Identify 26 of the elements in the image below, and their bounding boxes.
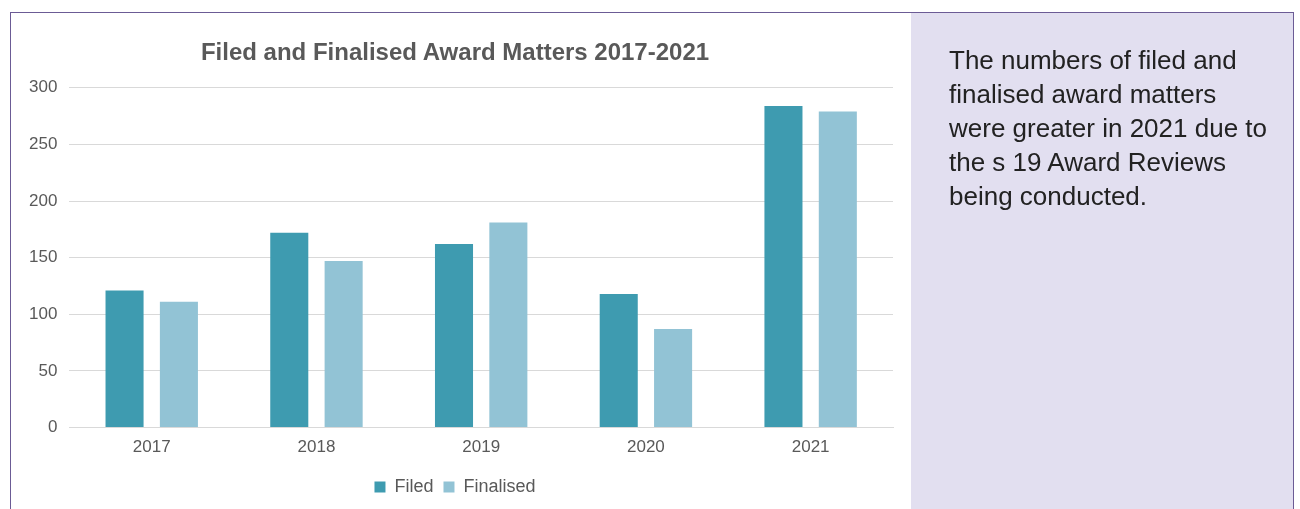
y-tick-label: 250 (28, 134, 58, 154)
bar (489, 222, 528, 428)
x-tick-label: 2017 (132, 437, 171, 457)
bar (270, 232, 309, 428)
bar (654, 329, 693, 428)
bar (159, 301, 198, 428)
legend-label: Finalised (463, 475, 536, 496)
y-tick-label: 150 (28, 247, 58, 267)
bar (818, 111, 857, 428)
y-tick-label: 300 (28, 77, 58, 97)
x-tick-label: 2021 (791, 437, 830, 457)
legend-label: Filed (394, 475, 434, 496)
bar (105, 290, 144, 428)
bar (324, 261, 363, 428)
text: The numbers of filed and finalised award matters were greater in 2021 due to the s 19 Award Reviews being conducted. (949, 44, 1268, 213)
x-tick-label: 2019 (462, 437, 501, 457)
x-tick-label: 2020 (627, 437, 665, 457)
bar (434, 244, 474, 428)
bar (764, 105, 803, 428)
y-tick-label: 200 (28, 190, 58, 210)
y-tick-label: 50 (38, 360, 58, 380)
y-tick-label: 100 (28, 304, 58, 324)
bar (599, 293, 638, 428)
y-tick-label: 0 (47, 417, 58, 437)
chart-title: Filed and Finalised Award Matters 2017-2021 (200, 38, 710, 66)
x-tick-label: 2018 (297, 437, 336, 457)
